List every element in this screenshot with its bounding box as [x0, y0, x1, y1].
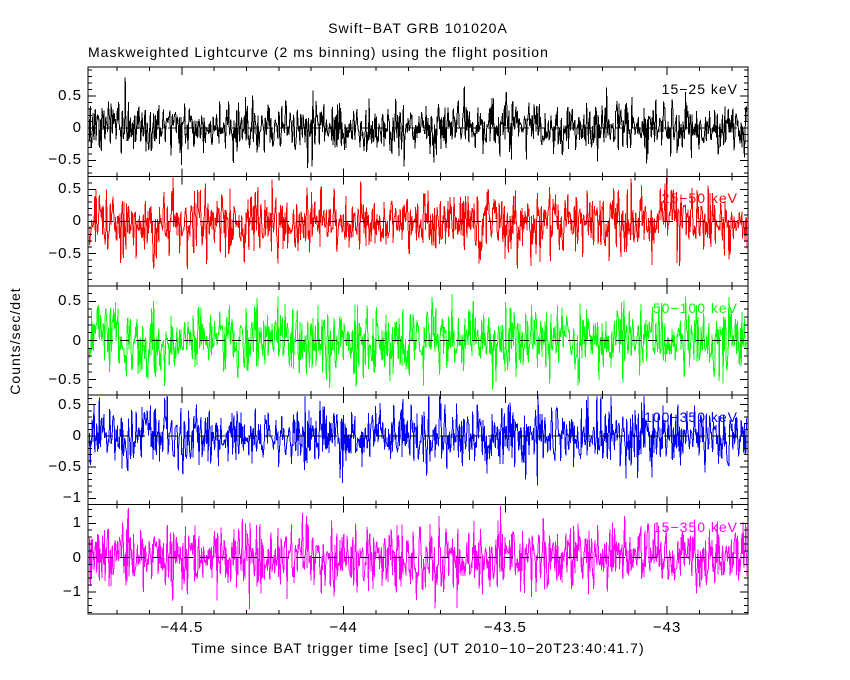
axis-ticks [88, 395, 748, 505]
x-tick-label: −43.5 [483, 619, 527, 636]
lightcurve-trace-15-350-kev [89, 505, 747, 609]
panel-15-350-kev [87, 504, 749, 615]
y-tick-label: 0.5 [58, 292, 82, 310]
lightcurve-trace-25-50-kev [89, 177, 747, 270]
y-tick-label: 1 [72, 514, 82, 532]
y-tick-label: 0 [72, 119, 82, 137]
y-tick-label: 0 [72, 548, 82, 566]
lightcurve-trace-100-350-kev [89, 396, 747, 486]
chart-subtitle: Maskweighted Lightcurve (2 ms binning) u… [88, 44, 549, 60]
y-tick-label: 0.5 [58, 180, 82, 198]
y-tick-label: −1 [62, 582, 82, 600]
y-tick-label: −0.5 [48, 458, 82, 476]
energy-band-label: 15−25 keV [661, 81, 738, 97]
x-tick-label: −44 [329, 619, 358, 636]
panel-frame [87, 504, 749, 615]
axis-ticks [88, 504, 748, 614]
y-tick-label: −0.5 [48, 370, 82, 388]
y-tick-label: −0.5 [48, 151, 82, 169]
panel-50-100-kev [87, 285, 749, 396]
y-tick-label: 0.5 [58, 86, 82, 104]
panel-100-350-kev [87, 394, 749, 506]
y-tick-label: 0.5 [58, 395, 82, 413]
energy-band-label: 100−350 keV [644, 409, 738, 426]
chart-title: Swift−BAT GRB 101020A [328, 20, 508, 36]
axis-ticks [88, 67, 748, 177]
x-tick-label: −44.5 [160, 619, 204, 636]
y-tick-label: 0 [72, 331, 82, 349]
axis-ticks [88, 176, 748, 286]
axis-ticks [88, 285, 748, 396]
energy-band-label: 25−50 keV [661, 190, 738, 207]
energy-band-label: 50−100 keV [652, 299, 738, 316]
energy-band-label: 15−350 keV [652, 518, 738, 535]
y-tick-label: 0 [72, 426, 82, 444]
x-axis-title: Time since BAT trigger time [sec] (UT 20… [191, 640, 645, 656]
y-tick-label: −1 [62, 489, 82, 507]
lightcurve-trace-50-100-kev [89, 293, 747, 390]
x-tick-label: −43 [652, 619, 682, 636]
lightcurve-trace-15-25-kev [89, 77, 747, 169]
y-tick-label: 0 [72, 212, 82, 230]
y-tick-label: −0.5 [48, 244, 82, 262]
